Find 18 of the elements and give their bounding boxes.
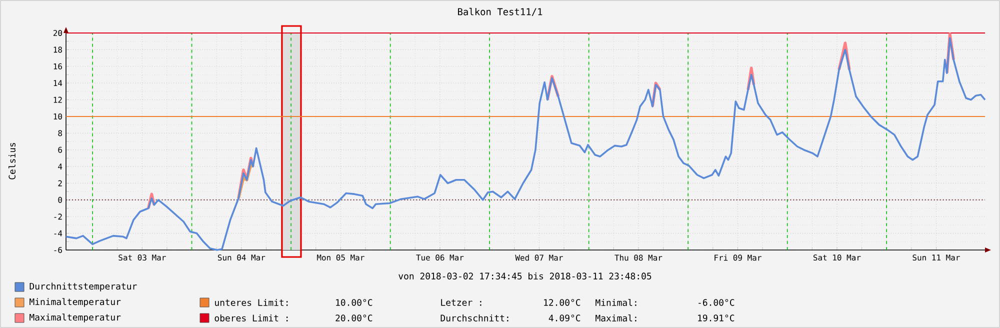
text: Maximal:: [596, 314, 636, 322]
x-axis-title: von 2018-03-02 17:34:45 bis 2018-03-11 23:48:05: [398, 272, 652, 280]
text: 20.00°C: [336, 314, 372, 322]
legend-label: unteres Limit:: [215, 299, 288, 306]
legend-label: oberes Limit :: [214, 314, 288, 322]
text: 19.91°C: [698, 314, 734, 322]
legend-label: Maximaltemperatur: [30, 314, 121, 322]
text: Letzer :: [441, 299, 482, 306]
text: Durchschnitt:: [440, 314, 508, 322]
text: 4.09°C: [548, 314, 580, 322]
text: Minimal:: [596, 299, 636, 306]
text: -6.00°C: [698, 299, 734, 306]
legend-label: Durchnittstemperatur: [30, 282, 137, 292]
y-axis-title: Celsius: [8, 142, 16, 180]
legend-label: Minimaltemperatur: [30, 298, 121, 307]
text: 10.00°C: [336, 299, 372, 306]
chart-title: Balkon Test11/1: [458, 8, 542, 16]
text: 12.00°C: [544, 299, 580, 306]
